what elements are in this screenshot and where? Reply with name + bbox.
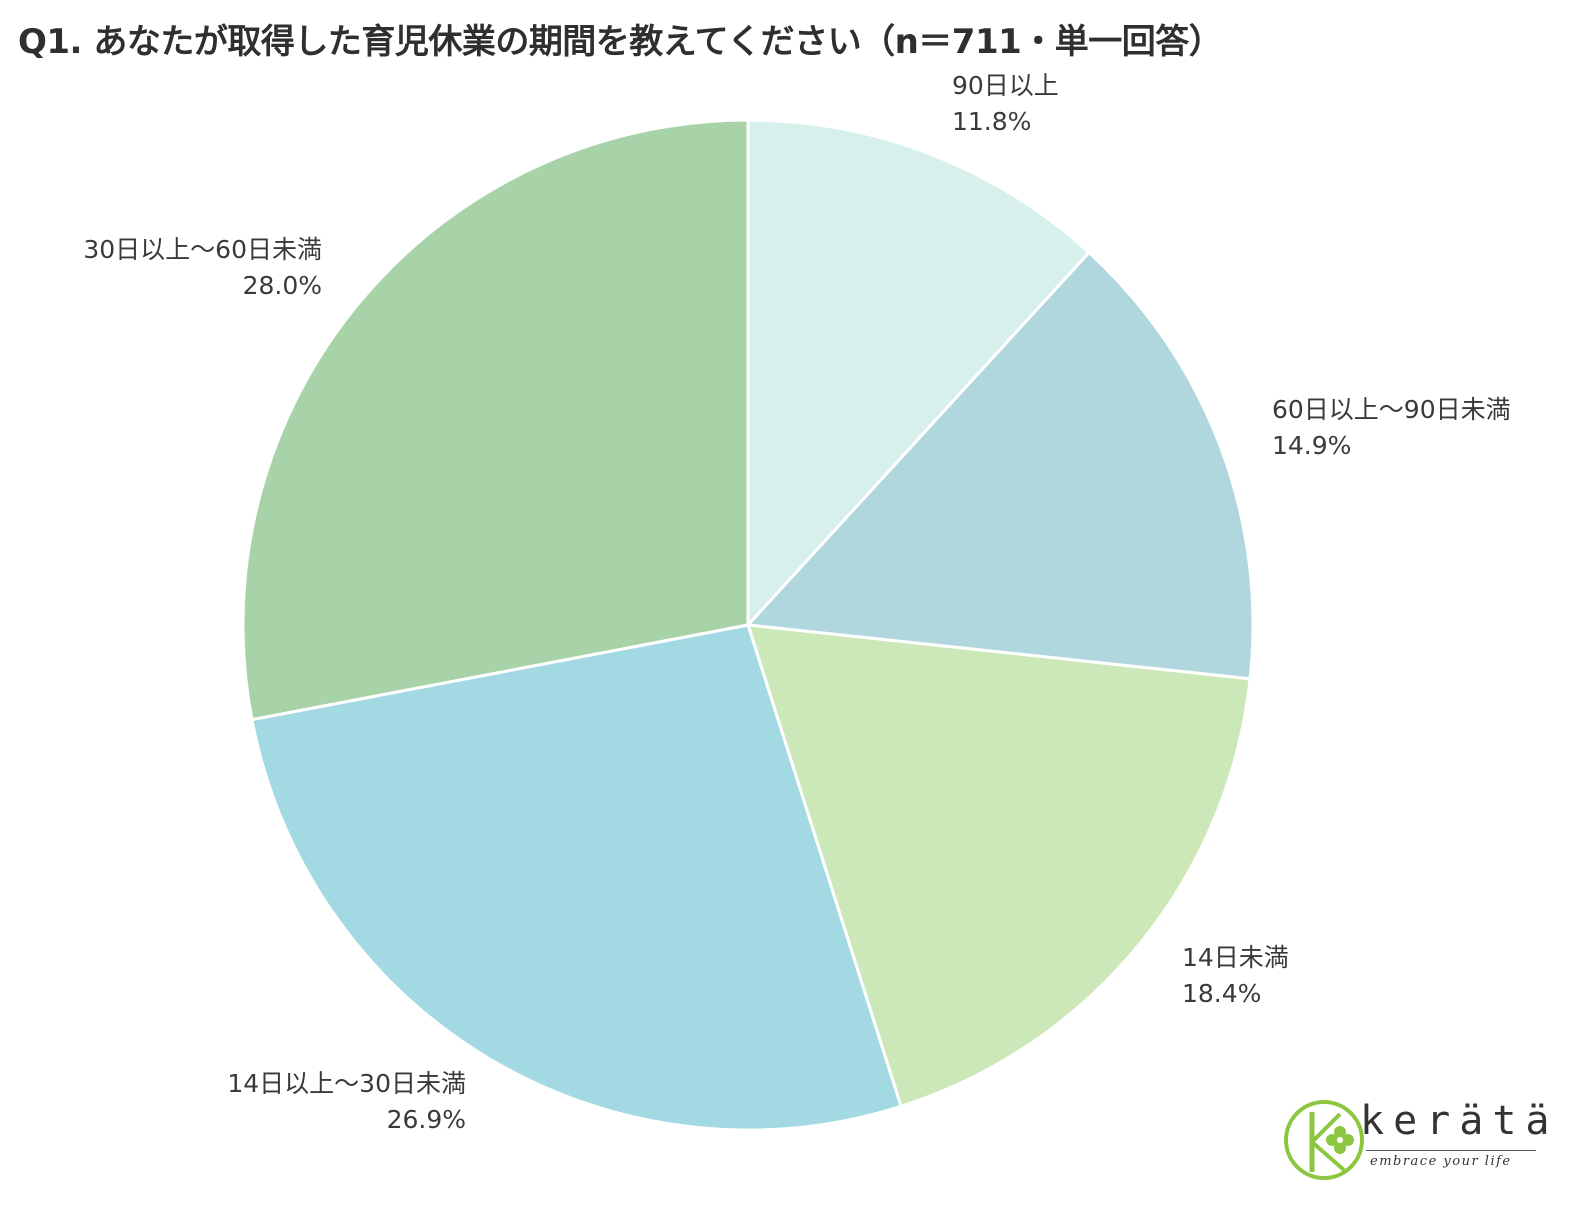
slice-label-30-60: 30日以上〜60日未満 28.0% bbox=[83, 232, 322, 304]
slice-category-label: 30日以上〜60日未満 bbox=[83, 235, 322, 264]
pie-slice-4 bbox=[241, 118, 750, 722]
slice-category-label: 14日以上〜30日未満 bbox=[227, 1069, 466, 1098]
logo-wordmark: kerätä bbox=[1360, 1098, 1559, 1144]
slice-label-14-30: 14日以上〜30日未満 26.9% bbox=[227, 1066, 466, 1138]
clover-k-logo-icon bbox=[1284, 1100, 1364, 1180]
slice-label-under-14: 14日未満 18.4% bbox=[1182, 940, 1289, 1012]
kerata-logo: kerätä embrace your life bbox=[1282, 1098, 1552, 1188]
slice-percent-label: 28.0% bbox=[242, 271, 322, 300]
logo-tagline: embrace your life bbox=[1370, 1154, 1512, 1169]
logo-divider bbox=[1366, 1150, 1536, 1151]
slice-category-label: 60日以上〜90日未満 bbox=[1272, 395, 1511, 424]
pie-slice-1 bbox=[744, 250, 1255, 681]
pie-slice-0 bbox=[746, 118, 1092, 629]
slice-category-label: 14日未満 bbox=[1182, 943, 1289, 972]
slice-percent-label: 18.4% bbox=[1182, 979, 1262, 1008]
slice-label-90-plus: 90日以上 11.8% bbox=[952, 68, 1059, 140]
slice-percent-label: 11.8% bbox=[952, 107, 1032, 136]
pie-slice-2 bbox=[745, 623, 1252, 1109]
slice-category-label: 90日以上 bbox=[952, 71, 1059, 100]
slice-percent-label: 14.9% bbox=[1272, 431, 1352, 460]
slice-label-60-90: 60日以上〜90日未満 14.9% bbox=[1272, 392, 1511, 464]
chart-title: Q1. あなたが取得した育児休業の期間を教えてください（n＝711・単一回答） bbox=[18, 22, 1223, 62]
pie-slice-3 bbox=[250, 623, 903, 1132]
slice-percent-label: 26.9% bbox=[386, 1105, 466, 1134]
